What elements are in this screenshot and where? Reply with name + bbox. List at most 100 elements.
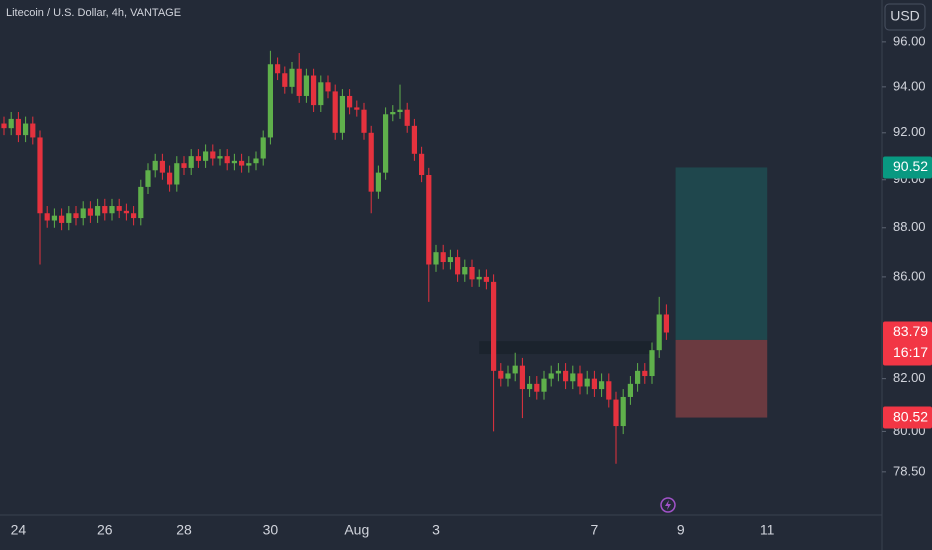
candle-body: [491, 281, 497, 371]
candle-body: [433, 252, 439, 265]
x-tick-label: 7: [591, 522, 599, 538]
y-tick-label: 86.00: [893, 268, 926, 283]
candle-body: [663, 314, 669, 333]
candle-body: [66, 213, 72, 223]
x-tick-label: 3: [432, 522, 440, 538]
candle-body: [447, 257, 453, 263]
y-tick-label: 92.00: [893, 124, 926, 139]
last-price-label: 83.79: [893, 323, 928, 339]
candle-body: [73, 213, 79, 219]
candle-body: [59, 215, 65, 223]
currency-label[interactable]: USD: [890, 8, 920, 24]
lightning-icon[interactable]: [660, 497, 676, 513]
candle-body: [109, 206, 115, 214]
x-tick-label: 30: [263, 522, 279, 538]
candle-body: [267, 64, 273, 138]
candle-body: [339, 95, 345, 133]
currency-button[interactable]: [884, 3, 926, 31]
y-tick-label: 96.00: [893, 33, 926, 48]
candle-body: [354, 107, 360, 110]
candle-body: [181, 163, 187, 168]
x-tick-label: 24: [11, 522, 27, 538]
stop-price-tag: [883, 406, 932, 429]
candle-body: [195, 156, 201, 161]
candle-body: [80, 208, 86, 219]
countdown-label: 16:17: [893, 344, 928, 360]
candle-body: [584, 378, 590, 387]
candle-body: [44, 213, 50, 221]
candle-body: [642, 370, 648, 377]
x-tick-label: 26: [97, 522, 113, 538]
y-tick-label: 88.00: [893, 219, 926, 234]
candle-body: [555, 370, 561, 374]
candle-body: [347, 95, 353, 108]
candle-body: [275, 64, 281, 74]
candle-body: [512, 365, 518, 374]
y-tick-label: 78.50: [893, 463, 926, 478]
candle-body: [390, 112, 396, 115]
x-tick-label: Aug: [344, 522, 369, 538]
candle-body: [145, 170, 151, 187]
y-tick-label: 94.00: [893, 78, 926, 93]
candle-body: [311, 75, 317, 106]
candle-body: [455, 257, 461, 275]
candle-body: [203, 151, 209, 161]
candle-body: [159, 160, 165, 173]
candle-body: [541, 378, 547, 392]
candle-body: [246, 163, 252, 166]
candle-body: [217, 156, 223, 159]
stop-price-label: 80.52: [893, 408, 928, 424]
candle-body: [361, 109, 367, 133]
zone: [479, 341, 652, 355]
candle-body: [87, 208, 93, 216]
candle-body: [483, 276, 489, 282]
candle-body: [620, 396, 626, 427]
candle-body: [303, 75, 309, 96]
candle-body: [1, 123, 7, 129]
last-price-tag: [883, 321, 932, 366]
candle-body: [649, 350, 655, 377]
candle-body: [548, 373, 554, 379]
candle-body: [15, 118, 21, 136]
candle-body: [591, 378, 597, 390]
candle-body: [635, 370, 641, 384]
candle-body: [599, 381, 605, 390]
candle-body: [505, 373, 511, 379]
candle-body: [102, 206, 108, 214]
target-price-tag: [883, 156, 932, 179]
candle-body: [527, 383, 533, 390]
candle-body: [325, 82, 331, 92]
candle-body: [368, 132, 374, 192]
candle-body: [404, 109, 410, 126]
candle-body: [397, 109, 403, 113]
candle-body: [23, 123, 29, 136]
candle-body: [426, 175, 432, 265]
candle-body: [627, 383, 633, 397]
candle-body: [469, 266, 475, 280]
y-tick-label: 82.00: [893, 370, 926, 385]
x-tick-label: 11: [760, 522, 775, 538]
candle-body: [534, 383, 540, 392]
candle-body: [289, 68, 295, 87]
candle-body: [8, 118, 14, 129]
candle-body: [239, 160, 245, 166]
candle-body: [375, 172, 381, 192]
candle-body: [30, 123, 36, 138]
candle-body: [383, 114, 389, 173]
candle-body: [476, 276, 482, 280]
candle-body: [116, 206, 122, 211]
candle-body: [174, 163, 180, 185]
candle-body: [332, 91, 338, 133]
x-tick-label: 28: [176, 522, 192, 538]
candle-body: [253, 158, 259, 164]
candle-body: [656, 314, 662, 351]
candle-body: [411, 125, 417, 154]
candle-body: [563, 370, 569, 382]
candle-body: [519, 365, 525, 390]
candle-body: [260, 137, 266, 159]
x-tick-label: 9: [677, 522, 685, 538]
candle-body: [95, 206, 101, 216]
chart-title: Litecoin / U.S. Dollar, 4h, VANTAGE: [6, 7, 181, 19]
candle-body: [318, 82, 324, 106]
